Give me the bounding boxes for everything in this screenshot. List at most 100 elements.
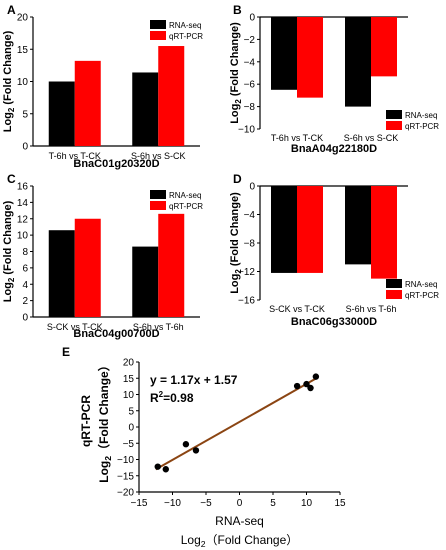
legend-swatch [150, 201, 166, 210]
x-tick-label: −15 [131, 498, 148, 509]
category-label: T-6h vs T-CK [49, 151, 101, 161]
panel-c: 0 2 4 6 8 10 12 14 16 S-CK vs T-CK S-6h vs T-6h Log… [2, 172, 203, 340]
y-tick-label: −8 [244, 102, 256, 113]
bar-rna-seq [132, 246, 159, 317]
y-tick-label: 14 [17, 198, 29, 209]
category-label: S-6h vs T-6h [133, 322, 184, 332]
y-axis-sublabel: Log2（Fold Change） [96, 359, 113, 482]
bar-rna-seq [345, 17, 371, 107]
bar-rna-seq [271, 186, 297, 273]
data-point [293, 382, 301, 390]
y-tick-label: 0 [249, 13, 255, 24]
regression-equation: y = 1.17x + 1.57 [150, 373, 238, 387]
x-tick-label: 15 [334, 498, 346, 509]
y-tick-label: 6 [22, 263, 28, 274]
bar-rna-seq [48, 81, 75, 146]
bar-rna-seq [271, 17, 297, 90]
category-label: S-6h vs T-6h [346, 304, 397, 314]
y-axis-label: Log2 (Fold Change) [229, 192, 243, 294]
legend-swatch [386, 290, 402, 299]
panel-letter: A [7, 3, 16, 17]
y-tick-label: −6 [244, 80, 256, 91]
y-tick-label: −4 [244, 57, 256, 68]
legend-swatch [150, 31, 166, 40]
y-tick-label: 15 [17, 45, 29, 56]
data-point [303, 380, 310, 388]
panel-a: 0 5 10 15 20 T-6h vs T-CK S-6h vs S-CK Log2 (Fo… [2, 3, 203, 170]
legend-label: qRT-PCR [169, 32, 203, 41]
bar-qrt-pcr [158, 213, 185, 317]
legend-swatch [386, 121, 402, 130]
y-tick-label: 20 [17, 13, 29, 24]
x-tick-label: 0 [237, 498, 243, 509]
y-tick-label: −12 [238, 267, 255, 278]
category-label: S-6h vs S-CK [344, 133, 399, 143]
data-point [307, 384, 314, 392]
bar-rna-seq [132, 72, 159, 146]
y-tick-label: 20 [123, 358, 135, 369]
y-tick-label: −16 [238, 296, 255, 307]
bar-rna-seq [345, 186, 371, 265]
bar-qrt-pcr [297, 186, 323, 273]
y-tick-label: 10 [17, 77, 29, 88]
y-tick-label: −2 [244, 35, 256, 46]
legend-label: RNA-seq [169, 191, 201, 200]
y-tick-label: −8 [244, 239, 256, 250]
legend-swatch [386, 110, 402, 119]
y-tick-label: −15 [117, 471, 134, 482]
x-tick-label: −5 [200, 498, 212, 509]
data-point [192, 447, 200, 454]
legend-label: RNA-seq [405, 111, 437, 120]
data-point [162, 466, 169, 473]
y-tick-label: −4 [244, 210, 256, 221]
legend-label: qRT-PCR [405, 291, 439, 300]
category-label: S-6h vs S-CK [131, 151, 186, 161]
bar-qrt-pcr [158, 46, 185, 146]
x-tick-label: 10 [301, 498, 313, 509]
y-tick-label: 2 [22, 296, 28, 307]
category-label: T-6h vs T-CK [271, 133, 323, 143]
legend-swatch [386, 279, 402, 288]
y-tick-label: 10 [17, 231, 29, 242]
panel-title: BnaA04g22180D [291, 143, 377, 155]
panel-letter: B [233, 3, 242, 17]
panel-letter: C [7, 172, 16, 186]
y-tick-label: 8 [22, 247, 28, 258]
bar-rna-seq [48, 230, 75, 317]
y-tick-label: 15 [123, 374, 135, 385]
panel-title: BnaC06g33000D [291, 316, 377, 328]
legend-label: qRT-PCR [169, 202, 203, 211]
legend-label: qRT-PCR [405, 122, 439, 131]
y-axis-label: Log2 (Fold Change) [2, 30, 16, 132]
legend-swatch [150, 20, 166, 29]
y-axis-label: Log2 (Fold Change) [2, 200, 16, 302]
bar-qrt-pcr [297, 17, 323, 98]
y-tick-label: 5 [22, 109, 28, 120]
y-tick-label: 0 [22, 142, 28, 153]
x-tick-label: −10 [164, 498, 181, 509]
y-tick-label: −5 [123, 439, 135, 450]
bar-qrt-pcr [74, 218, 101, 317]
panel-title: BnaC04g00700D [73, 328, 159, 340]
y-axis-label: qRT-PCR [79, 395, 93, 447]
y-tick-label: −20 [117, 488, 134, 499]
y-tick-label: 0 [22, 313, 28, 324]
y-tick-label: −10 [117, 455, 134, 466]
y-tick-label: 0 [128, 423, 134, 434]
y-tick-label: 0 [249, 182, 255, 193]
y-tick-label: −10 [238, 125, 255, 136]
legend-swatch [150, 190, 166, 199]
panel-title: BnaC01g20320D [73, 158, 159, 170]
y-tick-label: 5 [128, 406, 134, 417]
y-tick-label: 4 [22, 280, 28, 291]
x-tick-label: 5 [270, 498, 276, 509]
y-tick-label: 16 [17, 182, 29, 193]
legend-label: RNA-seq [169, 21, 201, 30]
r-squared-label: R2=0.98 [150, 390, 194, 405]
data-point [154, 463, 161, 470]
panel-d: 0 −4 −8 −12 −16 S-CK vs T-CK S-6h vs T-6h Log2 … [229, 172, 439, 328]
panel-b: 0 −2 −4 −6 −8 −10 T-6h vs T-CK S-6h vs S-CK Log2… [229, 3, 439, 155]
category-label: S-CK vs T-CK [269, 304, 325, 314]
bar-qrt-pcr [371, 17, 397, 77]
